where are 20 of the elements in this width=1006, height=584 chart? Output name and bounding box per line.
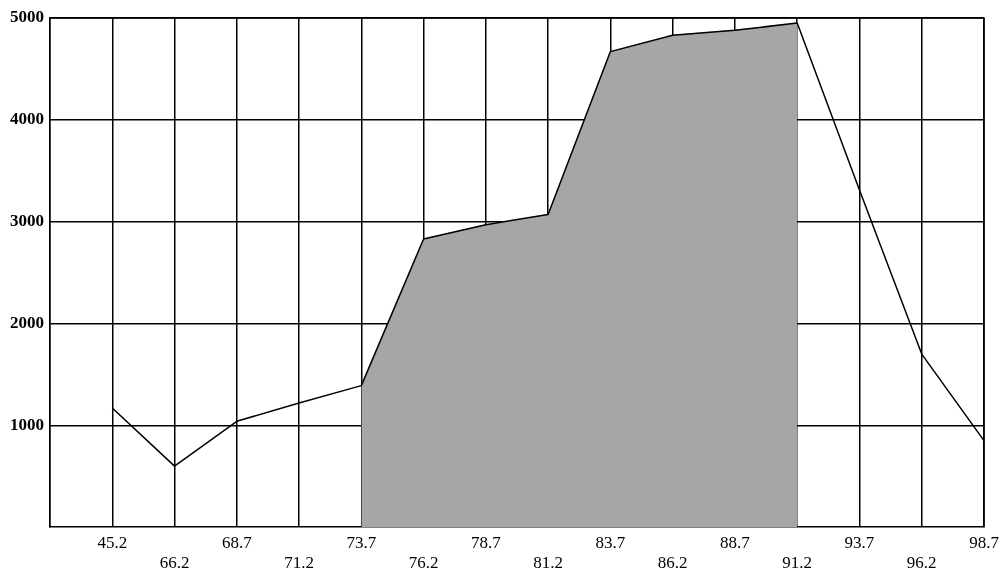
y-tick-label: 3000: [10, 211, 44, 231]
y-tick-label: 1000: [10, 414, 44, 434]
x-tick-label: 83.7: [595, 532, 626, 552]
x-tick-label: 91.2: [782, 553, 813, 573]
y-tick-label: 2000: [10, 312, 44, 332]
x-tick-label: 96.2: [906, 553, 937, 573]
x-tick-label: 76.2: [408, 553, 439, 573]
y-tick-label: 4000: [10, 109, 44, 129]
x-tick-label: 98.7: [969, 532, 1000, 552]
x-tick-label: 71.2: [284, 553, 314, 573]
x-tick-label: 78.7: [470, 532, 502, 552]
y-tick-label: 5000: [10, 7, 44, 27]
x-tick-label: 66.2: [159, 553, 190, 573]
x-tick-label: 86.2: [657, 553, 688, 573]
x-tick-label: 73.7: [346, 532, 377, 552]
x-tick-label: 93.7: [844, 532, 875, 552]
x-tick-label: 81.2: [533, 553, 564, 573]
x-tick-label: 68.7: [221, 532, 253, 552]
x-tick-label: 88.7: [720, 532, 751, 552]
x-tick-label: 45.2: [97, 532, 128, 552]
